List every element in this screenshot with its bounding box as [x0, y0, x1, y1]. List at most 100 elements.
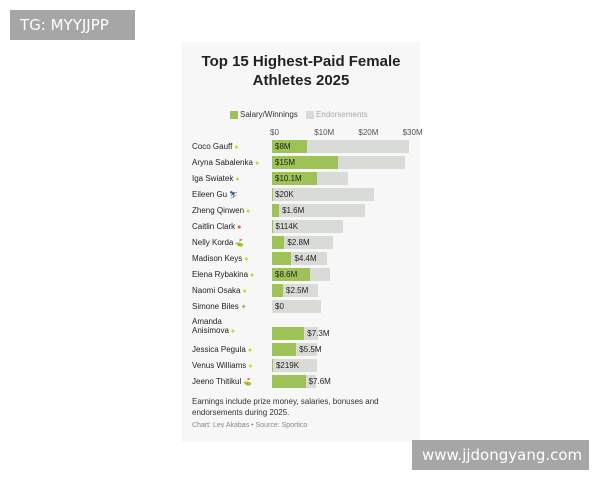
tennis-ball-icon: ●: [254, 160, 260, 167]
bar-salary: [272, 236, 285, 249]
basketball-icon: ●: [237, 224, 242, 231]
bar-endorsements: [272, 220, 344, 233]
bar-endorsements: [310, 268, 330, 281]
legend-label-endorsements: Endorsements: [316, 110, 368, 120]
category-label: Zheng Qinwen ●: [192, 206, 272, 216]
category-name: Caitlin Clark: [192, 222, 236, 231]
bar-endorsements: [304, 327, 318, 340]
bar-salary: [272, 375, 306, 388]
legend-label-salary: Salary/Winnings: [240, 110, 298, 120]
bar-salary: [272, 268, 310, 281]
legend-item-endorsements: Endorsements: [306, 110, 368, 119]
bar-value-label: $0: [275, 302, 284, 311]
bar-salary: [272, 156, 339, 169]
bar-value-label: $20K: [275, 190, 294, 199]
skier-icon: ⛷: [229, 192, 239, 199]
golfer-icon: ⛳: [235, 240, 245, 247]
bar-value-label: $15M: [275, 158, 296, 167]
bar-endorsements: [283, 284, 319, 297]
chart-footnote: Earnings include prize money, salaries, …: [192, 397, 379, 417]
chart-title: Top 15 Highest-Paid Female Athletes 2025: [201, 53, 401, 89]
category-label: Simone Biles ✦: [192, 302, 272, 312]
category-label: Madison Keys ●: [192, 254, 272, 264]
bar-endorsements: [338, 156, 405, 169]
bar-endorsements: [316, 172, 348, 185]
bar-endorsements: [272, 188, 374, 201]
bar-value-label: $219K: [275, 361, 300, 370]
watermark-top: TG: MYYJJPP: [10, 10, 135, 40]
x-tick-label: $20M: [358, 128, 379, 137]
bar-value-label: $2.5M: [286, 286, 309, 295]
chart-source: Chart: Lev Akabas • Source: Sportico: [192, 422, 308, 429]
bar-salary: [272, 327, 305, 340]
watermark-bottom: www.jjdongyang.com: [412, 440, 589, 470]
category-label: Naomi Osaka ●: [192, 286, 272, 296]
bar-salary: [272, 172, 317, 185]
category-name: Nelly Korda: [192, 238, 234, 247]
chart-legend: Salary/Winnings Endorsements: [230, 110, 374, 120]
legend-swatch-endorsements: [306, 111, 315, 120]
bar-endorsements: [291, 252, 327, 265]
category-name: Zheng Qinwen: [192, 206, 245, 215]
bar-value-label: $1.6M: [282, 206, 305, 215]
bar-endorsements: [272, 359, 318, 372]
bar-salary: [272, 220, 273, 233]
tennis-ball-icon: ●: [242, 288, 247, 295]
tennis-ball-icon: ●: [235, 176, 240, 183]
category-name: Simone Biles: [192, 302, 239, 311]
tennis-ball-icon: ●: [234, 144, 239, 151]
bar-endorsements: [279, 204, 366, 217]
bar-endorsements: [296, 343, 318, 356]
tennis-ball-icon: ●: [246, 208, 251, 215]
category-label: Jeeno Thitikul ⛳: [192, 377, 272, 387]
tennis-ball-icon: ●: [247, 347, 253, 354]
category-name: Jeeno Thitikul: [192, 377, 242, 386]
category-name: Naomi Osaka: [192, 286, 241, 295]
bar-salary: [272, 204, 280, 217]
bar-value-label: $8.6M: [275, 270, 298, 279]
tennis-ball-icon: ●: [244, 256, 249, 263]
category-label: Nelly Korda ⛳: [192, 238, 272, 248]
category-name: Aryna Sabalenka: [192, 158, 253, 167]
bar-value-label: $8M: [275, 142, 291, 151]
category-label: Eileen Gu ⛷: [192, 190, 272, 200]
bar-salary: [272, 284, 284, 297]
category-label: Caitlin Clark ●: [192, 222, 272, 232]
bar-salary: [272, 188, 273, 201]
category-label: Elena Rybakina ●: [192, 270, 272, 280]
bar-value-label: $4.4M: [294, 254, 317, 263]
bar-endorsements: [307, 140, 410, 153]
category-name: Eileen Gu: [192, 190, 228, 199]
bar-value-label: $5.5M: [299, 345, 322, 354]
bar-value-label: $10.1M: [275, 174, 302, 183]
category-label: Jessica Pegula ●: [192, 345, 272, 355]
category-name: Amanda Anisimova: [192, 317, 229, 335]
bar-endorsements: [305, 375, 316, 388]
bar-value-label: $2.8M: [287, 238, 310, 247]
category-label: Venus Williams ●: [192, 361, 272, 371]
x-tick-label: $0: [270, 128, 279, 137]
golfer-icon: ⛳: [243, 379, 252, 386]
legend-item-salary: Salary/Winnings: [230, 110, 298, 119]
bar-endorsements: [272, 300, 321, 313]
category-label: Iga Swiatek ●: [192, 174, 272, 184]
tennis-ball-icon: ●: [248, 363, 253, 370]
tennis-ball-icon: ●: [230, 328, 236, 335]
category-name: Iga Swiatek: [192, 174, 234, 183]
category-name: Madison Keys: [192, 254, 243, 263]
bar-salary: [272, 140, 308, 153]
category-name: Elena Rybakina: [192, 270, 249, 279]
gymnast-icon: ✦: [240, 304, 247, 311]
bar-value-label: $7.6M: [308, 377, 331, 386]
bar-salary: [272, 252, 292, 265]
bar-salary: [272, 343, 297, 356]
tennis-ball-icon: ●: [250, 272, 255, 279]
category-name: Coco Gauff: [192, 142, 233, 151]
legend-swatch-salary: [230, 111, 238, 120]
bar-salary: [272, 359, 273, 372]
bar-value-label: $114K: [275, 222, 299, 231]
x-tick-label: $10M: [314, 128, 335, 137]
x-tick-label: $30M: [402, 128, 423, 137]
bar-endorsements: [284, 236, 333, 249]
chart-card: Top 15 Highest-Paid Female Athletes 2025…: [182, 42, 423, 442]
